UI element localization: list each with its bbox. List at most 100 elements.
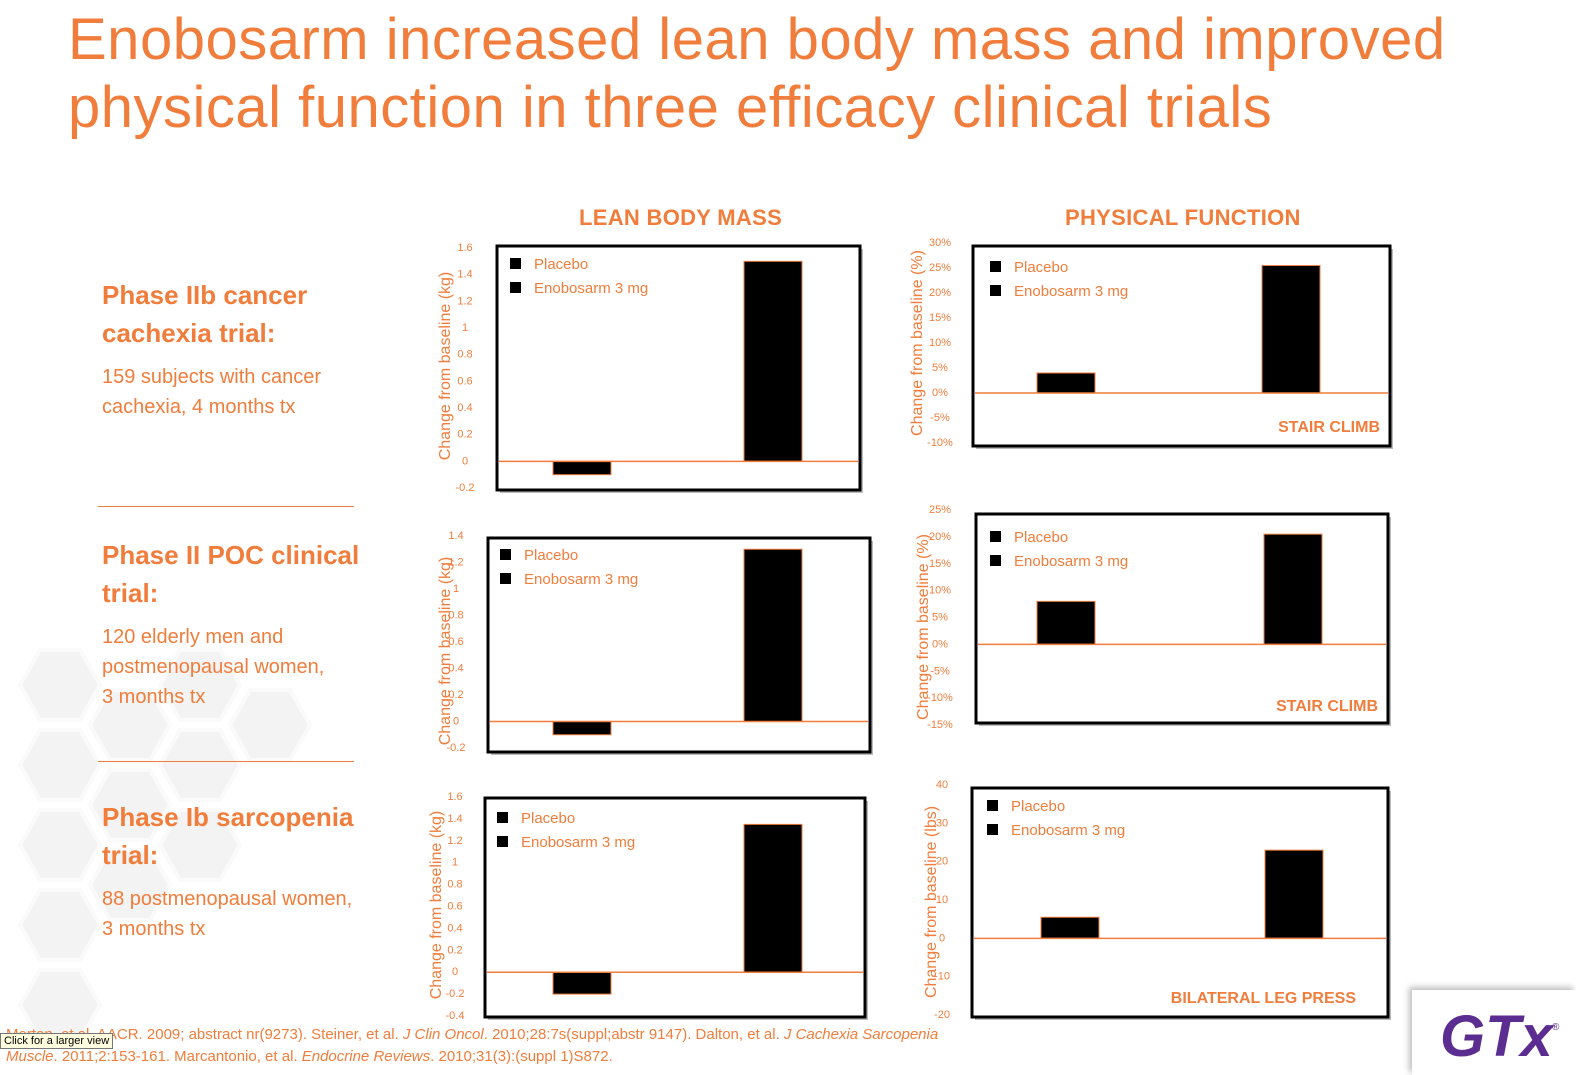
y-tick-label: -0.2 <box>447 742 466 754</box>
legend-swatch <box>510 282 521 293</box>
chart-annotation: STAIR CLIMB <box>1278 419 1380 436</box>
chart-annotation: STAIR CLIMB <box>1276 698 1378 715</box>
y-axis-label: Change from baseline (kg) <box>437 557 454 746</box>
y-tick-label: 0.8 <box>448 610 463 622</box>
y-tick-label: 1 <box>462 322 468 334</box>
y-tick-label: 1 <box>453 583 459 595</box>
y-tick-label: 0.2 <box>457 429 472 441</box>
y-tick-label: 0% <box>932 387 948 399</box>
y-tick-label: -10% <box>927 437 953 449</box>
legend-label: Enobosarm 3 mg <box>1014 283 1128 300</box>
y-axis-label: Change from baseline (lbs) <box>923 806 940 998</box>
legend-swatch <box>990 555 1001 566</box>
bar-placebo <box>1040 916 1100 939</box>
y-tick-label: -0.2 <box>456 482 475 494</box>
y-tick-label: 0.4 <box>457 402 472 414</box>
y-tick-label: 25% <box>929 504 951 516</box>
y-tick-label: 0.8 <box>457 349 472 361</box>
y-tick-label: 1.6 <box>447 791 462 803</box>
trial-3-description: 88 postmenopausal women, 3 months tx <box>102 888 353 940</box>
trial-2-description: 120 elderly men and postmenopausal women… <box>102 626 325 708</box>
y-tick-label: 20% <box>929 531 951 543</box>
y-tick-label: 0.6 <box>457 375 472 387</box>
y-tick-label: 20% <box>929 287 951 299</box>
y-tick-label: 40 <box>936 779 948 791</box>
legend-swatch <box>987 824 998 835</box>
bar-enobosarm <box>743 823 803 973</box>
legend-label: Enobosarm 3 mg <box>534 280 648 297</box>
y-tick-label: 0 <box>452 966 458 978</box>
trial-3: Phase Ib sarcopenia trial: 88 postmenopa… <box>102 798 412 944</box>
y-tick-label: -0.2 <box>446 988 465 1000</box>
legend-swatch <box>510 258 521 269</box>
y-axis-label: Change from baseline (%) <box>915 534 932 720</box>
legend-label: Placebo <box>534 256 588 273</box>
y-tick-label: 15% <box>929 312 951 324</box>
chart-annotation: BILATERAL LEG PRESS <box>1171 990 1357 1007</box>
y-tick-label: 0.4 <box>448 663 463 675</box>
y-tick-label: 10 <box>936 894 948 906</box>
y-tick-label: 15% <box>929 558 951 570</box>
y-axis-label: Change from baseline (kg) <box>428 811 445 1000</box>
registered-mark: ® <box>1552 1022 1560 1033</box>
y-tick-label: 30% <box>929 237 951 249</box>
slide-title: Enobosarm increased lean body mass and i… <box>68 6 1528 142</box>
bar-enobosarm <box>743 260 803 462</box>
y-tick-label: 10% <box>929 337 951 349</box>
y-axis-label: Change from baseline (%) <box>909 250 926 436</box>
legend-label: Enobosarm 3 mg <box>1011 822 1125 839</box>
y-tick-label: 30 <box>936 817 948 829</box>
legend-swatch <box>990 531 1001 542</box>
bar-enobosarm <box>743 548 803 722</box>
lean-body-mass-heading: LEAN BODY MASS <box>579 205 783 230</box>
y-tick-label: 1.4 <box>447 813 462 825</box>
legend-label: Placebo <box>521 810 575 827</box>
y-tick-label: 5% <box>932 362 948 374</box>
title-line-1: Enobosarm increased lean body mass and i… <box>68 7 1446 72</box>
y-tick-label: -10% <box>927 692 953 704</box>
physical-function-heading: PHYSICAL FUNCTION <box>1065 205 1301 230</box>
legend-label: Placebo <box>1014 529 1068 546</box>
y-tick-label: -15% <box>927 719 953 731</box>
trial-1-description: 159 subjects with cancer cachexia, 4 mon… <box>102 366 322 418</box>
legend-label: Placebo <box>524 547 578 564</box>
bar-enobosarm <box>1263 533 1323 645</box>
legend-swatch <box>500 573 511 584</box>
y-tick-label: -5% <box>930 665 950 677</box>
y-tick-label: 10% <box>929 585 951 597</box>
chart-frame <box>486 536 872 754</box>
y-tick-label: 1.6 <box>457 242 472 254</box>
legend-swatch <box>500 549 511 560</box>
trial-3-name: Phase Ib sarcopenia trial: <box>102 802 354 870</box>
y-tick-label: 0 <box>453 716 459 728</box>
trial-1-name: Phase IIb cancer cachexia trial: <box>102 280 308 348</box>
trial-1: Phase IIb cancer cachexia trial: 159 sub… <box>102 276 412 422</box>
logo-panel <box>1412 990 1576 1075</box>
y-tick-label: -10 <box>934 971 950 983</box>
y-tick-label: -0.4 <box>446 1010 465 1022</box>
y-tick-label: 20 <box>936 856 948 868</box>
y-tick-label: 0% <box>932 638 948 650</box>
larger-view-tooltip[interactable]: Click for a larger view <box>0 1033 114 1049</box>
legend-swatch <box>497 812 508 823</box>
y-tick-label: 0 <box>462 455 468 467</box>
trial-divider <box>98 506 354 507</box>
y-axis-label: Change from baseline (kg) <box>437 272 454 461</box>
y-tick-label: 1.2 <box>457 295 472 307</box>
legend-label: Placebo <box>1014 259 1068 276</box>
y-tick-label: 0.8 <box>447 879 462 891</box>
y-tick-label: 1 <box>452 857 458 869</box>
y-tick-label: 5% <box>932 612 948 624</box>
y-tick-label: 0.4 <box>447 922 462 934</box>
legend-label: Placebo <box>1011 798 1065 815</box>
trial-divider <box>98 761 354 762</box>
legend-swatch <box>497 836 508 847</box>
y-tick-label: -5% <box>930 412 950 424</box>
y-tick-label: 0.6 <box>447 901 462 913</box>
title-line-2: physical function in three efficacy clin… <box>68 75 1273 140</box>
y-tick-label: 0 <box>939 932 945 944</box>
legend-label: Enobosarm 3 mg <box>524 571 638 588</box>
